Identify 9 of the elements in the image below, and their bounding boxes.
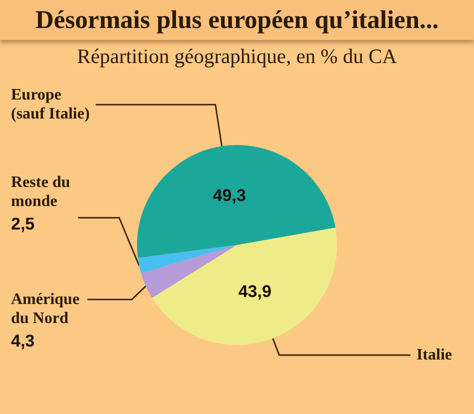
data-label: 4,3 — [11, 332, 35, 351]
slice-label: Europe (sauf Italie) — [11, 86, 90, 123]
data-label: 49,3 — [212, 186, 246, 206]
data-label: 2,5 — [11, 214, 35, 234]
slice-label: Reste du monde — [11, 174, 70, 210]
slice-label: Amérique du Nord — [11, 291, 80, 328]
data-label: 43,9 — [238, 282, 272, 302]
chart-subtitle: Répartition géographique, en % du CA — [76, 45, 398, 70]
slice-label: Italie — [416, 346, 452, 364]
